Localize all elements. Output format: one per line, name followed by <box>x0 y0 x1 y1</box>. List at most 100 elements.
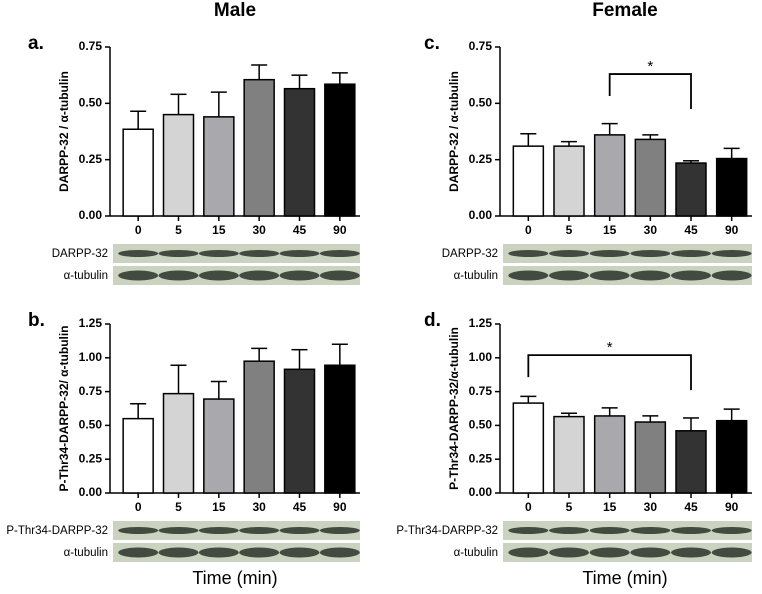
significance-label: * <box>607 339 613 356</box>
blot-band <box>198 250 239 257</box>
x-tick-label: 45 <box>293 500 307 514</box>
blot-label: P-Thr34-DARPP-32 <box>6 525 108 537</box>
bar <box>203 116 235 217</box>
y-tick-label: 1.00 <box>79 350 103 364</box>
x-tick-label: 5 <box>175 223 182 237</box>
blot-band <box>118 527 159 534</box>
blot-band <box>549 547 589 558</box>
blot-band <box>279 547 320 558</box>
bar <box>324 364 356 494</box>
y-axis-label: P-Thr34-DARPP-32/α-tubulin <box>447 327 461 490</box>
blot-band <box>630 547 671 558</box>
y-tick-label: 0.75 <box>469 384 493 398</box>
blot-band <box>198 547 239 558</box>
y-axis-label: DARPP-32 / α-tubulin <box>57 71 71 192</box>
blot-band <box>589 250 630 257</box>
blot-band <box>239 270 280 281</box>
panel-label: b. <box>28 310 45 331</box>
y-tick-label: 1.25 <box>469 316 493 330</box>
y-tick-label: 0.50 <box>79 418 103 432</box>
y-tick-label: 0.00 <box>79 208 103 222</box>
y-tick-label: 0.50 <box>469 418 493 432</box>
bar <box>162 113 195 217</box>
x-tick-label: 0 <box>135 223 142 237</box>
x-tick-label: 15 <box>212 223 226 237</box>
blot-band <box>671 250 711 257</box>
blot-band <box>198 270 239 281</box>
blot-band <box>118 547 159 558</box>
x-tick-label: 15 <box>603 500 617 514</box>
y-tick-label: 0.00 <box>469 208 493 222</box>
x-tick-label: 15 <box>603 223 617 237</box>
blot-band <box>589 547 630 558</box>
y-tick-label: 0.75 <box>79 384 103 398</box>
bar <box>553 415 585 494</box>
blot-band <box>508 270 549 281</box>
x-tick-label: 30 <box>644 223 658 237</box>
bar <box>243 78 275 217</box>
blot-band <box>671 270 711 281</box>
blot-band <box>508 250 549 257</box>
blot-band <box>158 547 199 558</box>
blot-band <box>239 527 280 534</box>
bar <box>243 360 275 494</box>
y-tick-label: 0.25 <box>469 152 493 166</box>
blot-band <box>630 270 671 281</box>
blot-label: DARPP-32 <box>52 248 108 260</box>
x-tick-label: 0 <box>135 500 142 514</box>
bar <box>715 419 748 494</box>
blot-band <box>711 547 752 558</box>
y-tick-label: 0.25 <box>79 152 103 166</box>
blot-band <box>508 547 549 558</box>
x-tick-label: 0 <box>525 223 532 237</box>
x-tick-label: 5 <box>566 500 573 514</box>
bar <box>512 402 545 494</box>
blot-band <box>118 270 159 281</box>
blot-band <box>508 527 549 534</box>
x-tick-label: 15 <box>212 500 226 514</box>
bar <box>203 398 235 494</box>
y-axis-label: P-Thr34-DARPP-32/ α-tubulin <box>57 325 71 491</box>
blot-band <box>711 270 752 281</box>
significance-label: * <box>647 58 653 75</box>
panel-label: c. <box>424 33 440 54</box>
y-tick-label: 0.50 <box>79 96 103 110</box>
blot-band <box>319 527 360 534</box>
y-tick-label: 0.00 <box>79 485 103 499</box>
blot-band <box>711 527 752 534</box>
blot-band <box>671 527 711 534</box>
blot-label: P-Thr34-DARPP-32 <box>396 525 498 537</box>
y-tick-label: 1.25 <box>79 316 103 330</box>
blot-band <box>279 270 320 281</box>
blot-band <box>118 250 159 257</box>
x-tick-label: 45 <box>684 500 698 514</box>
y-tick-label: 1.00 <box>469 350 493 364</box>
blot-band <box>671 547 711 558</box>
blot-band <box>319 250 360 257</box>
y-tick-label: 0.00 <box>469 485 493 499</box>
bar <box>634 138 667 217</box>
blot-band <box>549 527 589 534</box>
blot-band <box>630 250 671 257</box>
y-tick-label: 0.25 <box>79 451 103 465</box>
bar <box>162 392 195 494</box>
x-axis-label: Time (min) <box>582 568 667 588</box>
blot-band <box>319 270 360 281</box>
blot-band <box>711 250 752 257</box>
bar <box>593 134 626 217</box>
bar <box>675 162 707 217</box>
bar <box>675 430 707 494</box>
x-tick-label: 90 <box>725 500 739 514</box>
bar <box>122 417 154 494</box>
blot-band <box>239 250 280 257</box>
y-tick-label: 0.25 <box>469 451 493 465</box>
x-tick-label: 45 <box>684 223 698 237</box>
blot-band <box>158 250 199 257</box>
blot-label: α-tubulin <box>454 547 498 559</box>
x-tick-label: 30 <box>644 500 658 514</box>
blot-label: α-tubulin <box>64 270 108 282</box>
panel-label: a. <box>28 33 44 54</box>
x-tick-label: 90 <box>725 223 739 237</box>
x-axis-label: Time (min) <box>192 568 277 588</box>
